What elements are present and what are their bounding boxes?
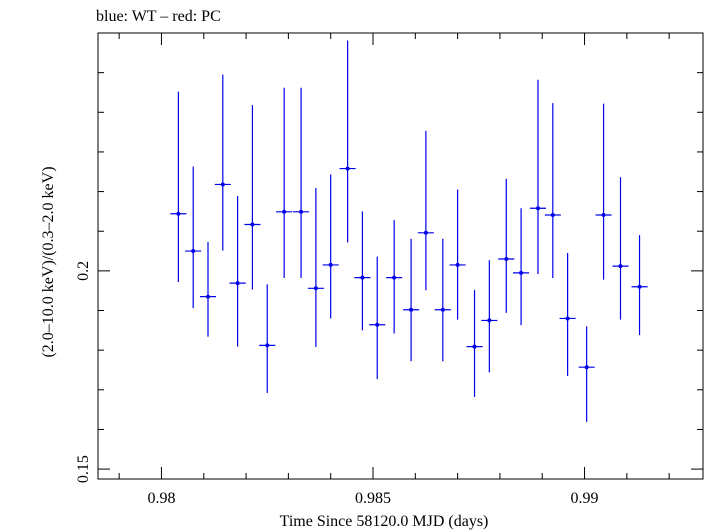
data-point [595,103,612,280]
point-marker [265,343,270,348]
data-point [307,188,324,347]
data-point [578,326,595,422]
point-marker [487,318,492,323]
point-marker [235,281,240,286]
y-axis-label: (2.0–10.0 keV)/(0.3–2.0 keV) [40,166,57,357]
point-marker [409,307,414,312]
data-point [369,256,386,380]
data-point [170,91,187,282]
data-point [449,189,466,320]
point-marker [282,209,287,214]
data-point [481,260,498,373]
point-marker [328,262,333,267]
data-point [276,87,293,279]
data-point [612,177,629,320]
data-point [229,195,246,347]
point-marker [392,275,397,280]
point-marker [206,294,210,299]
point-marker [565,316,570,321]
data-point [498,178,515,313]
y-tick-label: 0.15 [75,455,92,483]
y-tick-label: 0.2 [75,261,92,281]
point-marker [550,212,555,217]
point-marker [423,230,428,235]
data-point [403,238,420,362]
plot-frame [97,32,704,480]
data-point [259,284,276,393]
axis-ticks [98,32,703,479]
data-series [170,40,648,422]
data-point [185,166,202,309]
x-tick-label: 0.98 [147,490,175,507]
point-marker [519,270,524,275]
point-marker [360,275,365,280]
data-point [417,130,434,291]
x-tick-label: 0.985 [355,490,391,507]
data-point [322,174,339,319]
chart-title: blue: WT – red: PC [96,8,221,25]
data-point [466,289,483,397]
data-point [214,74,231,251]
tick-labels: 0.98 0.985 0.99 0.15 0.2 [75,261,599,507]
data-point [434,238,451,362]
point-marker [250,222,255,227]
point-marker [536,206,540,211]
data-point [199,241,217,337]
data-point [244,105,261,290]
data-point [339,40,356,243]
point-marker [601,212,606,217]
point-marker [455,262,460,267]
point-marker [299,209,304,214]
x-tick-label: 0.99 [571,490,599,507]
point-marker [220,182,225,187]
point-marker [345,166,350,171]
point-marker [176,211,181,216]
data-point [544,103,561,279]
point-marker [472,344,477,349]
data-point [559,253,576,376]
point-marker [313,286,318,291]
point-marker [375,322,380,327]
point-marker [584,365,589,370]
point-marker [637,284,642,289]
point-marker [618,264,623,269]
data-point [513,208,530,326]
point-marker [504,256,509,261]
point-marker [191,249,196,254]
data-point [354,211,371,331]
point-marker [440,307,445,312]
data-point [631,235,648,336]
x-axis-label: Time Since 58120.0 MJD (days) [280,513,489,530]
data-point [529,79,547,275]
data-point [386,220,403,334]
data-point [293,87,310,279]
